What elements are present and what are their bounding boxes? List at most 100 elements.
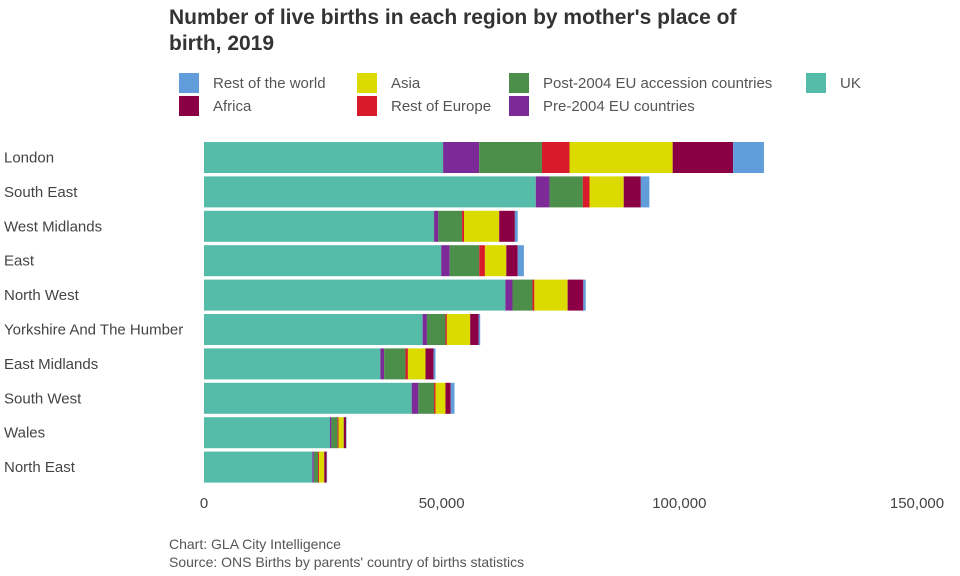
bar-west-midlands-asia — [464, 210, 500, 242]
bar-west-midlands-pre-2004-eu-countries — [434, 210, 439, 242]
bar-south-west-pre-2004-eu-countries — [411, 382, 419, 414]
category-label-north-west: North West — [4, 287, 80, 304]
bar-east-midlands-uk — [204, 348, 381, 380]
bar-east-midlands-rest-of-the-world — [433, 348, 436, 380]
legend-label-uk: UK — [840, 75, 861, 92]
bar-south-east-uk — [204, 176, 536, 208]
bar-london-rest-of-europe — [541, 142, 570, 173]
bar-east-asia — [484, 245, 507, 277]
bar-north-east-rest-of-europe — [318, 451, 320, 483]
legend-label-rest-of-europe: Rest of Europe — [391, 98, 491, 115]
legend-swatch-rest-of-the-world — [179, 73, 199, 93]
legend-swatch-rest-of-europe — [357, 96, 377, 116]
footer: Chart: GLA City Intelligence Source: ONS… — [169, 536, 524, 570]
category-label-east-midlands: East Midlands — [4, 356, 98, 373]
bar-wales-rest-of-europe — [337, 417, 339, 449]
bar-east-africa — [506, 245, 518, 277]
bar-east-midlands-rest-of-europe — [405, 348, 408, 380]
bar-south-west-africa — [445, 382, 451, 414]
bar-north-east-pre-2004-eu-countries — [312, 451, 314, 483]
legend-label-post-2004-eu-accession-countries: Post-2004 EU accession countries — [543, 75, 772, 92]
bar-yorkshire-and-the-humber-post-2004-eu-accession-countries — [426, 314, 446, 345]
bar-west-midlands-rest-of-europe — [462, 210, 465, 242]
bar-south-east-post-2004-eu-accession-countries — [549, 176, 583, 208]
bar-south-west-rest-of-europe — [434, 382, 436, 414]
bar-south-west-rest-of-the-world — [450, 382, 455, 414]
bar-west-midlands-africa — [499, 210, 515, 242]
bar-north-west-africa — [567, 279, 584, 311]
bar-north-west-rest-of-the-world — [583, 279, 586, 311]
chart-credit: Chart: GLA City Intelligence — [169, 536, 341, 552]
bar-east-rest-of-europe — [479, 245, 485, 277]
legend-label-asia: Asia — [391, 75, 421, 92]
bar-north-east-uk — [204, 451, 313, 483]
bar-north-east-post-2004-eu-accession-countries — [313, 451, 319, 483]
legend-swatch-pre-2004-eu-countries — [509, 96, 529, 116]
bar-east-uk — [204, 245, 442, 277]
category-label-london: London — [4, 150, 54, 167]
bar-south-west-asia — [435, 382, 446, 414]
bar-yorkshire-and-the-humber-asia — [446, 314, 471, 345]
bar-south-east-asia — [589, 176, 624, 208]
category-label-south-west: South West — [4, 390, 82, 407]
bar-south-east-rest-of-the-world — [640, 176, 650, 208]
x-tick-label: 100,000 — [652, 495, 706, 512]
bar-yorkshire-and-the-humber-pre-2004-eu-countries — [422, 314, 427, 345]
bar-south-west-uk — [204, 382, 412, 414]
bar-east-post-2004-eu-accession-countries — [449, 245, 480, 277]
bar-east-pre-2004-eu-countries — [441, 245, 450, 277]
bar-yorkshire-and-the-humber-uk — [204, 314, 423, 345]
x-tick-label: 0 — [200, 495, 208, 512]
bar-east-midlands-africa — [425, 348, 434, 380]
bar-west-midlands-rest-of-the-world — [514, 210, 518, 242]
chart-title-line: Number of live births in each region by … — [169, 6, 737, 29]
bar-wales-africa — [343, 417, 347, 449]
bar-east-midlands-asia — [407, 348, 426, 380]
bar-yorkshire-and-the-humber-rest-of-europe — [445, 314, 447, 345]
chart-title-line: birth, 2019 — [169, 32, 274, 55]
x-tick-label: 150,000 — [890, 495, 944, 512]
bar-north-east-africa — [324, 451, 327, 483]
bar-yorkshire-and-the-humber-africa — [470, 314, 479, 345]
legend-label-africa: Africa — [213, 98, 252, 115]
category-label-wales: Wales — [4, 425, 45, 442]
bar-east-midlands-post-2004-eu-accession-countries — [384, 348, 406, 380]
bar-east-rest-of-the-world — [517, 245, 524, 277]
legend-label-rest-of-the-world: Rest of the world — [213, 75, 326, 92]
bar-north-west-post-2004-eu-accession-countries — [512, 279, 533, 311]
category-label-east: East — [4, 253, 35, 270]
bar-east-midlands-pre-2004-eu-countries — [380, 348, 385, 380]
category-label-south-east: South East — [4, 184, 78, 201]
bar-north-west-pre-2004-eu-countries — [505, 279, 513, 311]
x-tick-label: 50,000 — [419, 495, 465, 512]
legend-swatch-africa — [179, 96, 199, 116]
bar-wales-uk — [204, 417, 330, 449]
bar-london-post-2004-eu-accession-countries — [479, 142, 542, 173]
bar-london-asia — [569, 142, 673, 173]
legend-swatch-post-2004-eu-accession-countries — [509, 73, 529, 93]
bar-north-west-rest-of-europe — [532, 279, 535, 311]
bar-london-pre-2004-eu-countries — [443, 142, 480, 173]
bar-south-east-rest-of-europe — [582, 176, 590, 208]
bar-west-midlands-post-2004-eu-accession-countries — [438, 210, 463, 242]
legend-label-pre-2004-eu-countries: Pre-2004 EU countries — [543, 98, 695, 115]
bar-south-west-post-2004-eu-accession-countries — [418, 382, 435, 414]
bars — [204, 142, 764, 483]
bar-wales-asia — [338, 417, 344, 449]
chart-title: Number of live births in each region by … — [169, 6, 737, 55]
bar-london-rest-of-the-world — [733, 142, 764, 173]
bar-london-uk — [204, 142, 444, 173]
x-axis: 0 50,000 100,000 150,000 — [200, 495, 944, 512]
bar-london-africa — [672, 142, 734, 173]
bar-yorkshire-and-the-humber-rest-of-the-world — [478, 314, 481, 345]
bar-south-east-pre-2004-eu-countries — [535, 176, 550, 208]
category-label-west-midlands: West Midlands — [4, 218, 102, 235]
bar-north-west-uk — [204, 279, 506, 311]
bar-wales-pre-2004-eu-countries — [329, 417, 332, 449]
legend: Rest of the world Asia Post-2004 EU access… — [179, 73, 861, 116]
bar-south-east-africa — [623, 176, 641, 208]
category-label-yorkshire-and-the-humber: Yorkshire And The Humber — [4, 322, 183, 339]
chart-source: Source: ONS Births by parents' country o… — [169, 554, 524, 570]
category-labels: London South East West Midlands East North W… — [4, 150, 183, 477]
